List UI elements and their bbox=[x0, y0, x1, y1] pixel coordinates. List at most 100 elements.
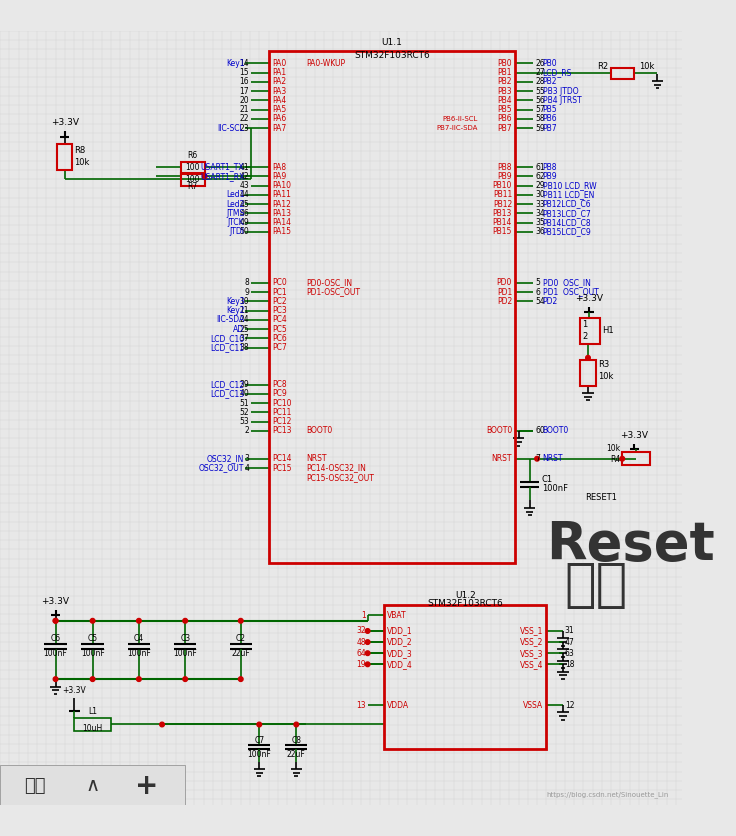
Text: 42: 42 bbox=[239, 172, 249, 181]
Text: VSS_4: VSS_4 bbox=[520, 660, 544, 669]
Text: 17: 17 bbox=[239, 87, 249, 95]
Text: 45: 45 bbox=[239, 200, 249, 209]
Text: PD2: PD2 bbox=[542, 297, 558, 306]
Text: 50: 50 bbox=[239, 227, 249, 237]
Bar bbox=[580, 359, 596, 385]
Text: https://blog.csdn.net/Sinouette_Lin: https://blog.csdn.net/Sinouette_Lin bbox=[546, 792, 669, 798]
Text: 28: 28 bbox=[535, 78, 545, 86]
Text: PC12: PC12 bbox=[272, 417, 291, 426]
Circle shape bbox=[365, 629, 370, 634]
Text: VSS_1: VSS_1 bbox=[520, 626, 544, 635]
Text: +: + bbox=[135, 772, 158, 799]
Text: C8: C8 bbox=[291, 736, 301, 745]
Text: 100nF: 100nF bbox=[127, 649, 151, 658]
Text: +3.3V: +3.3V bbox=[575, 294, 603, 303]
Text: PB7: PB7 bbox=[542, 124, 557, 133]
Text: PC8: PC8 bbox=[272, 380, 287, 390]
Text: 29: 29 bbox=[535, 181, 545, 190]
Text: 12: 12 bbox=[565, 701, 574, 710]
Bar bbox=[269, 51, 515, 563]
Text: PB6: PB6 bbox=[542, 115, 557, 124]
Text: USART1_TX: USART1_TX bbox=[201, 162, 244, 171]
Text: 100nF: 100nF bbox=[81, 649, 105, 658]
Circle shape bbox=[91, 619, 95, 623]
Text: 电路: 电路 bbox=[565, 558, 628, 610]
Text: PB9: PB9 bbox=[542, 172, 557, 181]
Text: 47: 47 bbox=[565, 638, 575, 646]
Text: PB3 JTDO: PB3 JTDO bbox=[542, 87, 578, 95]
Text: +3.3V: +3.3V bbox=[63, 686, 86, 695]
Text: R6: R6 bbox=[188, 151, 198, 161]
Text: PB13LCD_C7: PB13LCD_C7 bbox=[542, 209, 591, 218]
Text: PA8: PA8 bbox=[272, 162, 286, 171]
Text: PC7: PC7 bbox=[272, 343, 287, 352]
Text: 40: 40 bbox=[239, 390, 249, 399]
Text: 2: 2 bbox=[582, 332, 587, 341]
Text: PA9: PA9 bbox=[272, 172, 286, 181]
Text: PC15-OSC32_OUT: PC15-OSC32_OUT bbox=[306, 473, 375, 482]
Circle shape bbox=[53, 677, 58, 681]
Text: PA15: PA15 bbox=[272, 227, 291, 237]
Bar bbox=[622, 452, 650, 465]
Text: PB6: PB6 bbox=[498, 115, 512, 124]
Circle shape bbox=[137, 677, 141, 681]
Text: PC14: PC14 bbox=[272, 454, 291, 463]
Bar bbox=[384, 605, 546, 748]
Text: 22uF: 22uF bbox=[287, 750, 305, 758]
Text: 15: 15 bbox=[239, 68, 249, 77]
Text: 22uF: 22uF bbox=[231, 649, 250, 658]
Text: 100nF: 100nF bbox=[247, 750, 271, 758]
Text: 10k: 10k bbox=[606, 444, 620, 453]
Bar bbox=[74, 718, 111, 731]
Text: BOOT0: BOOT0 bbox=[306, 426, 333, 436]
Text: 19: 19 bbox=[356, 660, 366, 669]
Circle shape bbox=[91, 677, 95, 681]
Text: 48: 48 bbox=[356, 638, 366, 646]
Text: NRST: NRST bbox=[306, 454, 327, 463]
Text: C6: C6 bbox=[51, 634, 60, 643]
Text: LCD_RS: LCD_RS bbox=[542, 68, 572, 77]
Circle shape bbox=[365, 651, 370, 655]
Text: 53: 53 bbox=[239, 417, 249, 426]
Text: Led1: Led1 bbox=[226, 191, 244, 199]
Text: 13: 13 bbox=[356, 701, 366, 710]
Text: 10k: 10k bbox=[639, 62, 654, 70]
Text: STM32F103RCT6: STM32F103RCT6 bbox=[428, 599, 503, 608]
Text: PA1: PA1 bbox=[272, 68, 286, 77]
Text: 55: 55 bbox=[535, 87, 545, 95]
Text: PC4: PC4 bbox=[272, 315, 287, 324]
Text: 61: 61 bbox=[535, 162, 545, 171]
Text: 44: 44 bbox=[239, 191, 249, 199]
Text: RESET1: RESET1 bbox=[585, 493, 617, 502]
Text: PC13: PC13 bbox=[272, 426, 291, 436]
Text: JTCK: JTCK bbox=[228, 218, 244, 227]
Text: L1: L1 bbox=[88, 707, 97, 716]
Text: PD1-OSC_OUT: PD1-OSC_OUT bbox=[306, 288, 361, 297]
Text: AD: AD bbox=[233, 324, 244, 334]
Text: 10: 10 bbox=[239, 297, 249, 306]
Text: PD0-OSC_IN: PD0-OSC_IN bbox=[306, 278, 353, 288]
Text: 22: 22 bbox=[240, 115, 249, 124]
Text: 100nF: 100nF bbox=[173, 649, 197, 658]
Bar bbox=[57, 144, 72, 170]
Text: C2: C2 bbox=[236, 634, 246, 643]
Text: 9: 9 bbox=[244, 288, 249, 297]
Text: PB12: PB12 bbox=[493, 200, 512, 209]
Circle shape bbox=[183, 619, 188, 623]
Text: 36: 36 bbox=[535, 227, 545, 237]
Text: PD1: PD1 bbox=[497, 288, 512, 297]
Text: H1: H1 bbox=[602, 327, 614, 335]
Text: VDD_2: VDD_2 bbox=[387, 638, 413, 646]
Text: PC2: PC2 bbox=[272, 297, 287, 306]
Text: PB2: PB2 bbox=[542, 78, 557, 86]
Text: JTMS: JTMS bbox=[226, 209, 244, 218]
Text: PC6: PC6 bbox=[272, 334, 287, 343]
Text: PB5: PB5 bbox=[498, 105, 512, 115]
Text: U1.1: U1.1 bbox=[382, 38, 403, 47]
Text: 62: 62 bbox=[535, 172, 545, 181]
Text: PD0: PD0 bbox=[497, 278, 512, 288]
Bar bbox=[0, 765, 185, 805]
Text: U1.2: U1.2 bbox=[455, 591, 475, 600]
Text: 25: 25 bbox=[239, 324, 249, 334]
Text: PA2: PA2 bbox=[272, 78, 286, 86]
